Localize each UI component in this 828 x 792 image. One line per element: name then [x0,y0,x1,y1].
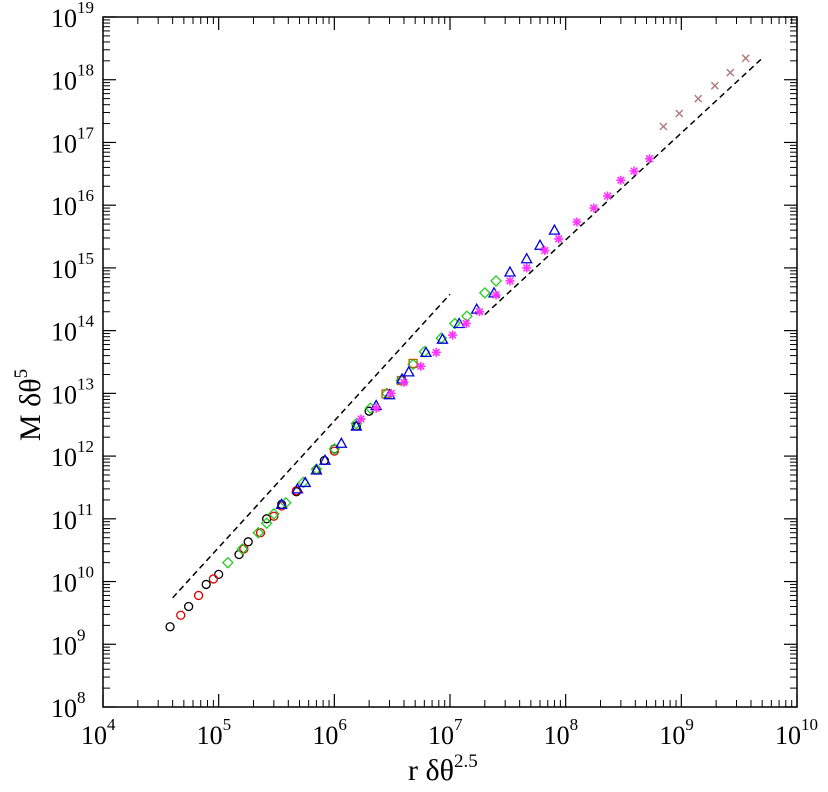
x-tick-label: 107 [428,715,463,750]
data-point-diamond [478,286,491,299]
y-tick-label: 109 [51,625,86,660]
data-point-star [603,191,613,201]
reference-line [172,293,451,599]
data-point-cross [710,81,719,90]
data-point-square [408,358,418,369]
data-point-star [371,403,381,413]
data-point-star [386,388,396,398]
data-point-triangle [310,463,323,475]
data-point-star [475,307,485,317]
data-point-circle [208,574,219,584]
axis-ticks [102,16,798,708]
data-point-star [505,276,515,286]
data-point-triangle [291,482,304,494]
data-point-star [491,290,501,300]
data-point-star [356,414,366,424]
y-tick-label: 1015 [51,249,94,284]
y-tick-label: 1011 [51,500,93,535]
data-point-star [616,175,626,185]
data-point-circle [255,528,266,538]
data-point-star [589,203,599,213]
data-point-triangle [533,238,547,250]
data-point-triangle [318,453,332,465]
reference-line [484,57,763,316]
data-point-diamond [350,417,363,430]
data-point-star [461,318,471,328]
x-axis-title-base: r δθ [408,754,454,787]
data-point-diamond [252,526,265,539]
data-point-circle [183,601,194,612]
data-point-cross [694,94,703,103]
data-point-triangle [402,365,415,377]
x-axis-title-exponent: 2.5 [454,751,478,772]
y-tick-label: 1012 [51,437,94,472]
data-point-star [540,245,550,255]
reference-lines [172,57,763,599]
y-tick-label: 1014 [51,312,95,347]
y-tick-label: 1017 [51,123,95,158]
data-point-circle [243,537,253,547]
y-tick-label: 108 [51,688,86,723]
x-tick-label: 105 [197,715,232,750]
x-tick-label: 109 [659,715,694,750]
data-point-diamond [448,317,461,330]
data-point-star [416,361,426,371]
data-point-star [447,330,457,340]
data-point-triangle [275,498,288,510]
data-point-triangle [548,223,561,235]
data-point-diamond [221,556,234,569]
data-points [165,54,750,632]
y-tick-label: 1016 [51,186,94,221]
data-point-diamond [407,358,420,371]
data-point-triangle [419,346,433,358]
y-tick-label: 1018 [51,61,94,96]
data-point-diamond [267,507,280,520]
data-point-triangle [453,317,466,329]
data-point-triangle [520,252,533,264]
y-tick-label: 1013 [51,374,94,409]
data-point-diamond [236,543,249,555]
data-point-star [431,347,441,357]
data-point-circle [329,446,339,456]
data-point-star [572,217,582,227]
y-tick-labels: 108 109 1010 1011 1012 1013 1014 1015 1016 1017 10… [51,0,95,723]
y-tick-label: 1019 [51,0,94,33]
data-point-star [554,234,564,244]
data-point-star [399,377,409,387]
x-tick-label: 106 [312,715,347,750]
data-point-triangle [335,436,348,448]
data-point-circle [176,610,186,620]
y-tick-label: 1010 [51,563,94,598]
data-point-cross [675,109,684,118]
data-point-circle [201,579,211,590]
y-axis-title-exponent: 5 [11,369,32,379]
data-point-cross [741,54,750,63]
data-point-circle [193,590,204,601]
data-point-circle [269,511,279,521]
x-tick-label: 1010 [775,715,818,750]
data-point-cross [659,122,668,131]
data-point-diamond [490,275,502,287]
data-point-circle [214,569,224,580]
data-point-circle [165,622,175,632]
x-tick-labels: 104 105 106 107 108 109 1010 [81,715,818,750]
data-point-triangle [436,332,449,344]
x-tick-label: 108 [544,715,579,750]
data-point-cross [726,68,735,77]
data-point-triangle [503,265,517,277]
data-point-diamond [260,517,273,530]
y-axis-title-base: M δθ [14,378,47,441]
x-tick-label: 104 [81,715,116,750]
x-axis-title: r δθ2.5 [408,751,478,787]
data-point-triangle [350,419,363,431]
data-point-triangle [299,476,312,488]
data-point-star [522,263,532,273]
data-point-star [644,154,654,164]
y-axis-title: M δθ5 [11,369,47,441]
data-point-star [629,166,639,176]
